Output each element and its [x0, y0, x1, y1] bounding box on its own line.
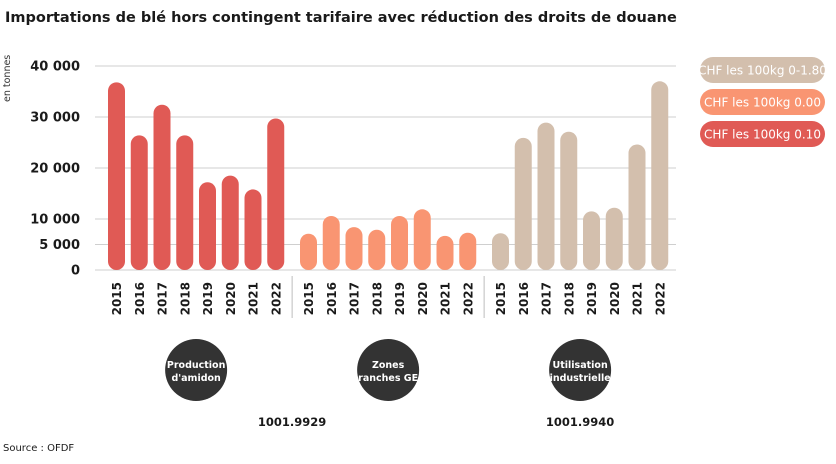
chart-title: Importations de blé hors contingent tari…: [5, 10, 677, 26]
x-axis-ticks: 2015 2016 2017 2018 2019 2020 2021 2022 2015 2016…: [110, 282, 667, 315]
bar-1-2015: [300, 233, 317, 270]
group-separators: [291, 276, 485, 318]
bar-1-2018: [368, 229, 386, 270]
y-tick-label: 5 000: [39, 238, 80, 253]
legend-item: [700, 89, 825, 115]
category-badge-label: Production d'amidon: [167, 360, 226, 384]
x-tick-label: 2020: [416, 282, 430, 315]
source-note: Source : OFDF: [3, 443, 74, 454]
legend-label: CHF les 100kg 0.10: [704, 128, 821, 142]
tariff-code: 1001.9929: [258, 415, 326, 429]
x-tick-label: 2022: [269, 282, 283, 315]
bar-0-2017: [153, 104, 171, 270]
bar-1-2019: [391, 215, 408, 270]
x-tick-label: 2022: [461, 282, 475, 315]
tariff-code: 1001.9940: [546, 415, 614, 429]
x-tick-label: 2016: [517, 282, 531, 315]
x-tick-label: 2017: [156, 282, 170, 315]
legend: CHF les 100kg 0-1.80 CHF les 100kg 0.00 CH…: [698, 57, 827, 147]
x-tick-label: 2019: [201, 282, 215, 315]
legend-label: CHF les 100kg 0-1.80: [698, 64, 827, 78]
bar-2-2015: [492, 233, 509, 270]
bar-2-2017: [537, 122, 555, 270]
category-badge: [165, 339, 228, 401]
x-tick-label: 2022: [653, 282, 667, 315]
bars: [108, 81, 669, 270]
y-axis-ticks: 0 5 000 10 000 20 000 30 000 40 000: [30, 60, 80, 279]
bar-0-2015: [108, 82, 125, 270]
tariff-codes: 1001.9929 1001.9940: [258, 415, 614, 429]
x-tick-label: 2019: [393, 282, 407, 315]
x-tick-label: 2016: [325, 282, 339, 315]
x-tick-label: 2018: [370, 282, 384, 315]
x-tick-label: 2021: [631, 282, 645, 315]
x-tick-label: 2018: [178, 282, 192, 315]
y-axis-label: en tonnes: [2, 55, 13, 102]
bar-1-2020: [413, 209, 431, 270]
y-tick-label: 30 000: [30, 111, 80, 126]
bar-2-2019: [583, 211, 600, 270]
x-tick-label: 2018: [562, 282, 576, 315]
x-tick-label: 2020: [608, 282, 622, 315]
bar-0-2018: [176, 135, 194, 270]
bar-2-2020: [605, 207, 623, 270]
legend-label: CHF les 100kg 0.00: [704, 96, 821, 110]
bar-2-2021: [628, 144, 646, 270]
legend-item: [700, 57, 825, 83]
bar-2-2016: [514, 137, 532, 270]
y-tick-label: 20 000: [30, 162, 80, 177]
category-badge-label: Zones ranches GE: [358, 360, 418, 384]
x-tick-label: 2015: [494, 282, 508, 315]
category-badge: [549, 339, 612, 401]
x-tick-label: 2016: [133, 282, 147, 315]
bar-1-2021: [436, 235, 454, 270]
x-tick-label: 2021: [247, 282, 261, 315]
bar-0-2022: [267, 118, 285, 270]
x-tick-label: 2021: [439, 282, 453, 315]
x-tick-label: 2017: [540, 282, 554, 315]
bar-0-2019: [199, 182, 216, 270]
y-tick-label: 40 000: [30, 60, 80, 75]
bar-0-2016: [130, 135, 148, 270]
x-tick-label: 2015: [302, 282, 316, 315]
category-badge-label: Utilisation industrielle: [550, 360, 611, 384]
bar-1-2016: [322, 215, 340, 270]
x-tick-label: 2015: [110, 282, 124, 315]
bar-1-2017: [345, 227, 363, 270]
x-tick-label: 2020: [224, 282, 238, 315]
bar-2-2022: [651, 81, 669, 270]
y-tick-label: 0: [71, 264, 80, 279]
category-badge: [357, 339, 420, 401]
y-tick-label: 10 000: [30, 213, 80, 228]
bar-1-2022: [459, 232, 477, 270]
legend-item: [700, 121, 825, 147]
x-tick-label: 2017: [348, 282, 362, 315]
bar-0-2021: [244, 189, 262, 270]
category-badges: Production d'amidon Zones ranches GE Utilisa…: [165, 339, 612, 401]
bar-0-2020: [221, 175, 239, 270]
bar-2-2018: [560, 131, 578, 270]
x-tick-label: 2019: [585, 282, 599, 315]
